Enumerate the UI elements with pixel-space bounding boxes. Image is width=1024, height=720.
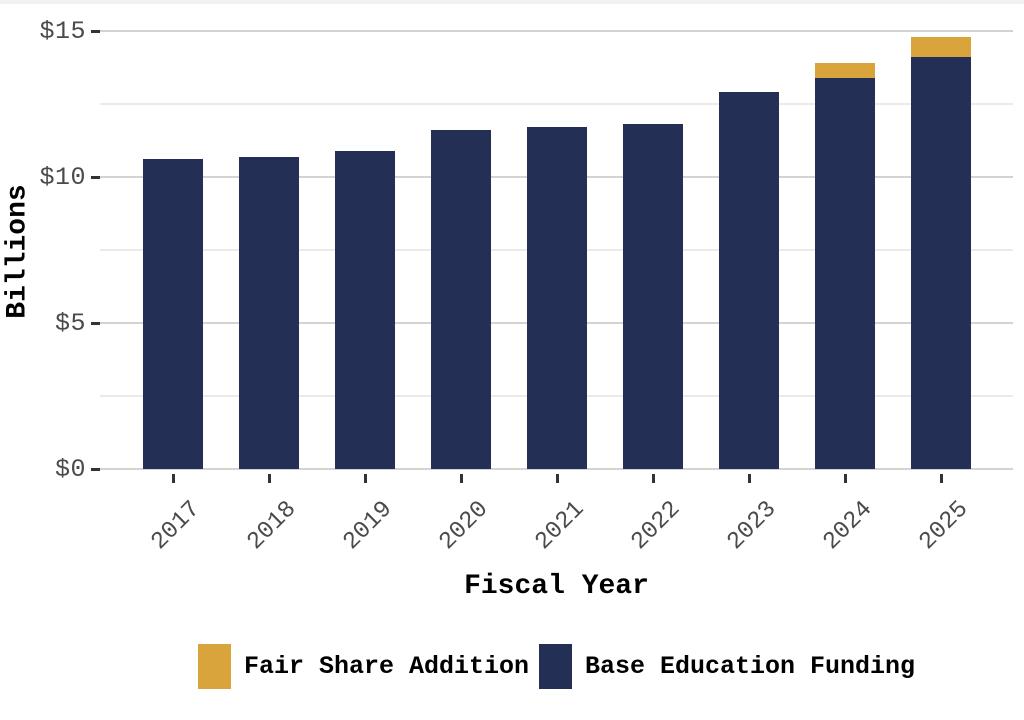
x-axis-tick [651, 474, 655, 483]
x-axis-tick [555, 474, 559, 483]
x-axis-title: Fiscal Year [464, 571, 649, 602]
bar-2017-base [143, 159, 203, 469]
legend-label-fair-share: Fair Share Addition [243, 651, 529, 681]
bar-2022-base [623, 124, 683, 469]
y-axis-tick [91, 321, 100, 325]
window-top-border [0, 0, 1024, 4]
bar-2018-base [239, 156, 299, 469]
bar-2023-base [719, 92, 779, 469]
legend: Fair Share Addition Base Education Fundi… [100, 643, 1013, 689]
fair-share-swatch-icon [197, 643, 231, 689]
y-axis-tick-label: $15 [39, 17, 86, 46]
x-axis-tick [843, 474, 847, 483]
y-axis-title: Billions [2, 184, 34, 319]
x-axis-tick [363, 474, 367, 483]
y-axis-tick-label: $0 [54, 455, 86, 484]
bar-2025-base [911, 57, 971, 469]
x-axis-tick [939, 474, 943, 483]
x-axis-tick [171, 474, 175, 483]
major-gridline [100, 467, 1013, 471]
bar-2021-base [527, 127, 587, 469]
bar-2024-fair-share [815, 63, 875, 78]
base-funding-swatch-icon [538, 643, 572, 689]
major-gridline [100, 29, 1013, 33]
minor-gridline [100, 103, 1013, 105]
x-axis-tick [459, 474, 463, 483]
legend-item-base-funding: Base Education Funding [538, 643, 916, 689]
y-axis-tick [91, 29, 100, 33]
y-axis-tick [91, 467, 100, 471]
bar-2019-base [335, 150, 395, 469]
bar-2024-base [815, 77, 875, 469]
legend-item-fair-share: Fair Share Addition [197, 643, 529, 689]
legend-label-base-funding: Base Education Funding [584, 651, 916, 681]
bar-2025-fair-share [911, 36, 971, 58]
y-axis-tick-label: $10 [39, 163, 86, 192]
x-axis-tick [267, 474, 271, 483]
y-axis-tick-label: $5 [54, 309, 86, 338]
x-axis-tick [747, 474, 751, 483]
y-axis-tick [91, 175, 100, 179]
bar-2020-base [431, 130, 491, 469]
